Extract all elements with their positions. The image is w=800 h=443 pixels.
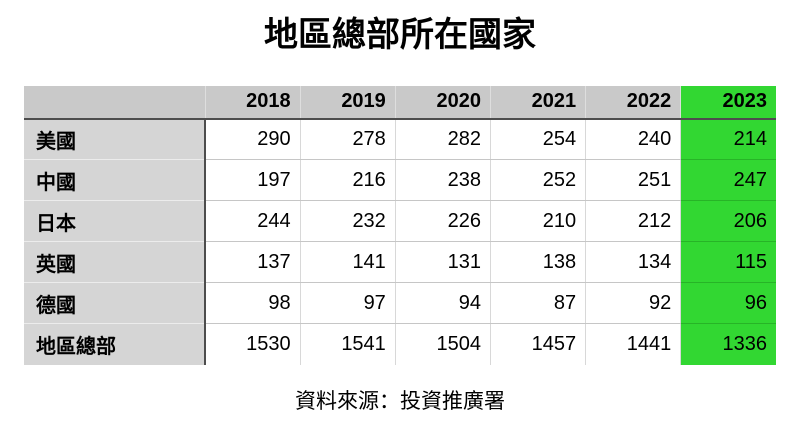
value-cell-2023: 96	[680, 282, 776, 324]
table-header-row: 2018 2019 2020 2021 2022 2023	[24, 85, 776, 120]
year-header-2019: 2019	[299, 85, 396, 120]
value-cell-2018: 244	[204, 200, 301, 242]
value-cell-2021: 252	[489, 159, 586, 201]
source-note: 資料來源：投資推廣署	[295, 389, 505, 413]
value-cell-2019: 232	[299, 200, 396, 242]
value-cell-2019: 278	[299, 118, 396, 160]
value-cell-2020: 94	[394, 282, 491, 324]
corner-cell	[24, 85, 205, 120]
year-header-2021: 2021	[489, 85, 586, 120]
value-cell-2019: 141	[299, 241, 396, 283]
value-cell-2019: 1541	[299, 323, 396, 365]
value-cell-2020: 226	[394, 200, 491, 242]
value-cell-2023: 1336	[680, 323, 776, 365]
table-body: 美國 290 278 282 254 240 214 中國 197 216 238 252 251 247…	[24, 118, 776, 365]
value-cell-2020: 131	[394, 241, 491, 283]
value-cell-2022: 251	[585, 159, 681, 201]
table-row: 英國 137 141 131 138 134 115	[24, 241, 776, 283]
value-cell-2022: 240	[585, 118, 681, 160]
row-label: 德國	[24, 282, 206, 324]
row-label: 英國	[24, 241, 206, 283]
table-row: 中國 197 216 238 252 251 247	[24, 159, 776, 201]
value-cell-2022: 134	[585, 241, 681, 283]
page-title: 地區總部所在國家	[264, 16, 536, 54]
table-row: 地區總部 1530 1541 1504 1457 1441 1336	[24, 323, 776, 365]
value-cell-2019: 97	[299, 282, 396, 324]
value-cell-2023: 206	[680, 200, 776, 242]
value-cell-2021: 210	[489, 200, 586, 242]
value-cell-2020: 1504	[394, 323, 491, 365]
row-label: 美國	[24, 118, 206, 160]
value-cell-2018: 290	[204, 118, 301, 160]
year-header-2022: 2022	[585, 85, 681, 120]
value-cell-2020: 238	[394, 159, 491, 201]
value-cell-2023: 115	[680, 241, 776, 283]
value-cell-2022: 1441	[585, 323, 681, 365]
row-label: 地區總部	[24, 323, 206, 365]
value-cell-2021: 1457	[489, 323, 586, 365]
value-cell-2023: 247	[680, 159, 776, 201]
value-cell-2019: 216	[299, 159, 396, 201]
value-cell-2018: 137	[204, 241, 301, 283]
year-header-2018: 2018	[204, 85, 301, 120]
regional-hq-table: 2018 2019 2020 2021 2022 2023 美國 290 278 282 254 2…	[24, 85, 776, 365]
value-cell-2021: 254	[489, 118, 586, 160]
value-cell-2022: 92	[585, 282, 681, 324]
value-cell-2021: 138	[489, 241, 586, 283]
value-cell-2018: 1530	[204, 323, 301, 365]
year-header-2020: 2020	[394, 85, 491, 120]
value-cell-2018: 197	[204, 159, 301, 201]
table-row: 美國 290 278 282 254 240 214	[24, 118, 776, 160]
value-cell-2022: 212	[585, 200, 681, 242]
year-header-2023: 2023	[680, 85, 776, 120]
row-label: 日本	[24, 200, 206, 242]
value-cell-2018: 98	[204, 282, 301, 324]
value-cell-2023: 214	[680, 118, 776, 160]
value-cell-2020: 282	[394, 118, 491, 160]
table-row: 日本 244 232 226 210 212 206	[24, 200, 776, 242]
row-label: 中國	[24, 159, 206, 201]
table-row: 德國 98 97 94 87 92 96	[24, 282, 776, 324]
value-cell-2021: 87	[489, 282, 586, 324]
